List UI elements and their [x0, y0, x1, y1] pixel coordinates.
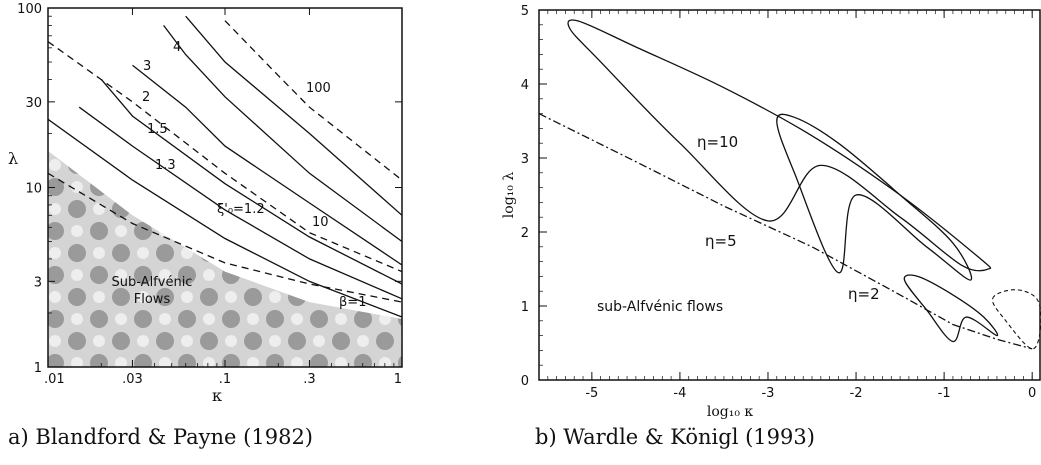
panel-b-y-tick-label: 1: [521, 300, 529, 315]
panel-a-sub-alfvenic-region: [48, 150, 402, 367]
panel-b-y-tick-label: 2: [521, 226, 529, 241]
panel-a-curve-6: [224, 20, 403, 181]
panel-a-region-label: Flows: [134, 292, 171, 307]
panel-a-curve-label: 2: [142, 90, 150, 105]
panel-b-x-tick-label: -5: [585, 386, 598, 401]
caption-b: b) Wardle & Königl (1993): [535, 425, 815, 449]
panel-a-curve-label: 1.5: [147, 122, 168, 137]
panel-a-curve-8: [47, 172, 403, 303]
panel-a-curve-label: 3: [143, 59, 151, 74]
panel-b-x-tick-label: 0: [1028, 386, 1036, 401]
panel-a-curve-0: [47, 118, 403, 318]
panel-b-y-tick-label: 0: [521, 374, 529, 389]
panel-b-curve-2: [903, 274, 999, 343]
panel-a-curve-1: [78, 106, 403, 300]
panel-a-y-tick-label: 1: [34, 361, 42, 376]
panel-a-x-tick-label: 1: [394, 372, 402, 387]
panel-a-curve-label: ξ'₀=1.2: [217, 202, 265, 217]
panel-a-y-tick-label: 100: [17, 2, 42, 17]
panel-a-curve-label: β=1: [339, 295, 366, 310]
panel-b-curve-label: η=2: [848, 285, 880, 303]
panel-b-x-tick-label: -4: [673, 386, 686, 401]
panel-a-curve-label: 100: [306, 81, 331, 96]
panel-b-curve-1: [776, 113, 973, 281]
panel-a-x-tick-label: .03: [122, 372, 143, 387]
panel-a-y-tick-label: 3: [34, 275, 42, 290]
panel-a-curve-4: [163, 25, 403, 243]
panel-b-plot-frame: [538, 9, 1041, 381]
panel-a-y-axis-label: λ: [8, 149, 18, 168]
panel-b-y-tick-label: 3: [521, 152, 529, 167]
panel-b-curve-4: [991, 289, 1041, 350]
panel-a-y-tick-label: 30: [25, 96, 42, 111]
panel-a-chart: .01 .03 .1 .3 1 1 3 10 30 100 ξ'₀=1.2 1.3 1.5 2 3 4 100…: [8, 2, 403, 405]
panel-b-curve-label: η=5: [705, 232, 737, 250]
panel-b-curve-0: [567, 19, 992, 272]
panel-b-x-tick-label: -1: [938, 386, 951, 401]
panel-a-curve-label: 4: [173, 40, 181, 55]
panel-a-x-tick-label: .3: [303, 372, 315, 387]
panel-b-y-axis-label: log₁₀ λ: [501, 172, 517, 219]
panel-b-x-tick-label: -2: [850, 386, 863, 401]
panel-b-chart: -5 -4 -3 -2 -1 0 0 1 2 3 4 5 η=10 η=5 η=2 sub-Alfvénic…: [501, 4, 1041, 420]
panel-a-curve-2: [100, 78, 403, 285]
panel-b-region-label: sub-Alfvénic flows: [597, 299, 723, 315]
caption-a: a) Blandford & Payne (1982): [8, 425, 313, 449]
panel-a-x-tick-label: .01: [44, 372, 65, 387]
panel-a-y-tick-label: 10: [25, 182, 42, 197]
panel-a-curve-label: 1.3: [155, 158, 176, 173]
panel-b-curve-label: η=10: [697, 133, 738, 151]
panel-b-y-tick-label: 5: [521, 4, 529, 19]
panel-b-y-tick-label: 4: [521, 78, 529, 93]
panel-a-x-axis-label: κ: [212, 386, 222, 405]
panel-a-x-tick-label: .1: [219, 372, 231, 387]
panel-a-region-label: Sub-Alfvénic: [112, 275, 193, 290]
panel-a-curve-5: [185, 15, 403, 216]
panel-b-x-tick-label: -3: [761, 386, 774, 401]
panel-a-curve-7: [47, 41, 403, 273]
panel-a-curve-label: 10: [312, 215, 329, 230]
panel-a-curve-3: [132, 64, 403, 266]
panel-b-x-axis-label: log₁₀ κ: [707, 404, 754, 420]
panel-b-curve-3: [538, 113, 1033, 350]
